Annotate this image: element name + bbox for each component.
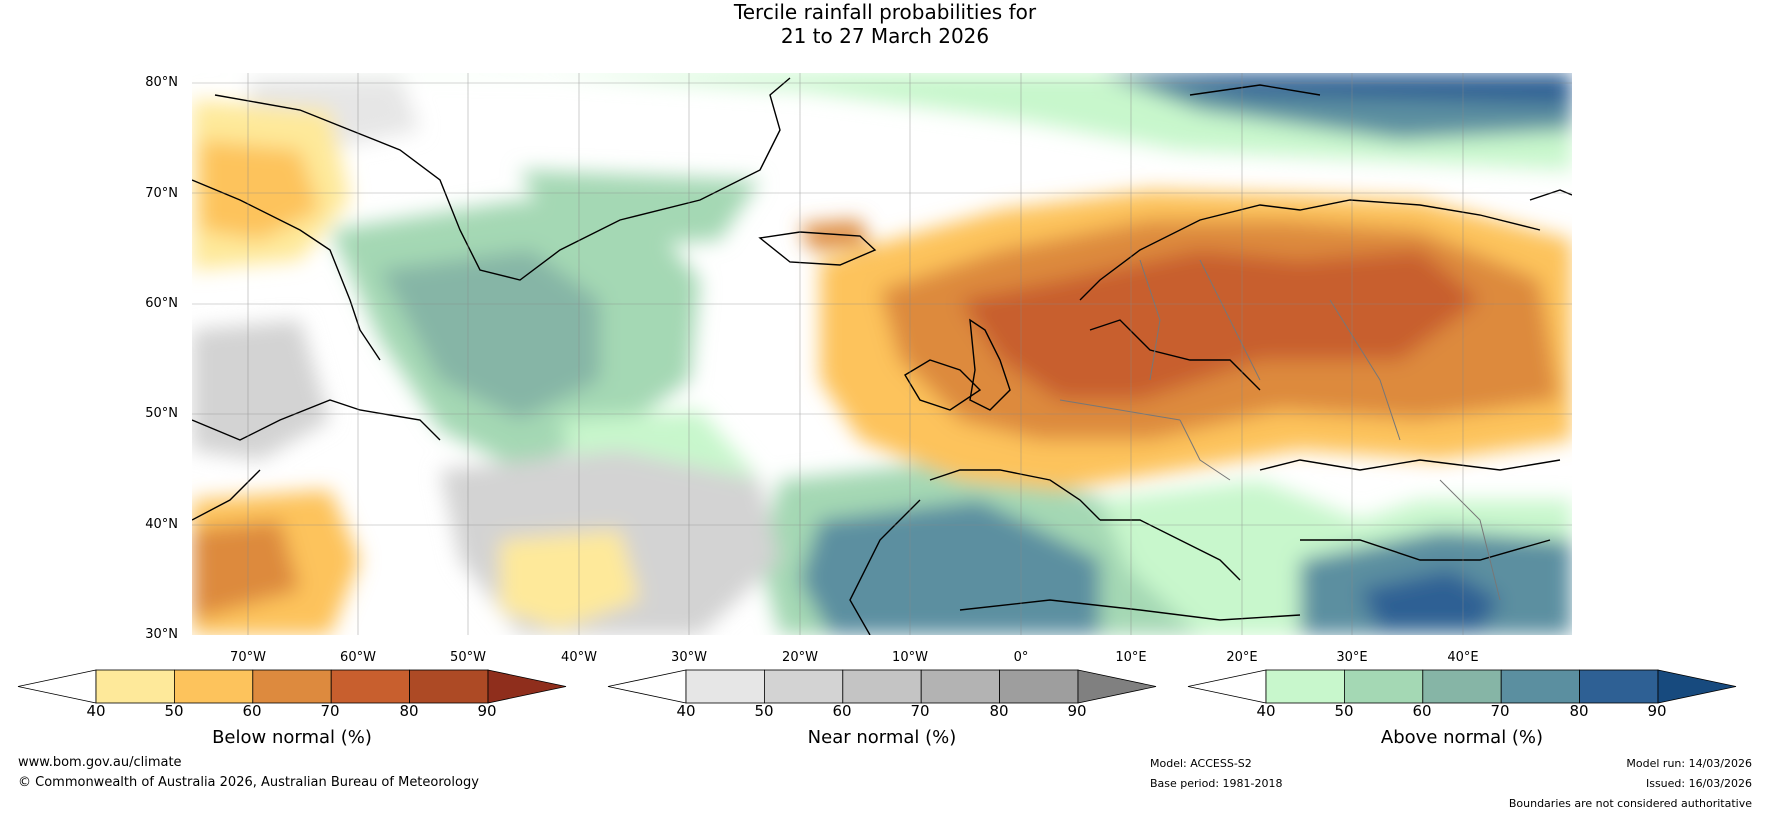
near-tick-40: 40 bbox=[676, 702, 696, 720]
near-region-west bbox=[192, 320, 330, 460]
below-normal-label: Below normal (%) bbox=[212, 727, 372, 748]
above-colorbar-segment bbox=[1579, 669, 1659, 704]
near-tick-70: 70 bbox=[910, 702, 930, 720]
above-colorbar-segment bbox=[1500, 669, 1580, 704]
lat-label-50n: 50°N bbox=[145, 406, 178, 421]
above-colorbar-segment bbox=[1422, 669, 1502, 704]
below-colorbar-segment bbox=[95, 669, 175, 704]
lat-label-60n: 60°N bbox=[145, 296, 178, 311]
issued-text: Issued: 16/03/2026 bbox=[1645, 777, 1752, 790]
below-colorbar-max-extend bbox=[487, 669, 567, 704]
lon-label-0: 0° bbox=[1013, 650, 1029, 665]
near-normal-label: Near normal (%) bbox=[807, 727, 957, 748]
model-text: Model: ACCESS-S2 bbox=[1150, 757, 1252, 770]
above-normal-label: Above normal (%) bbox=[1380, 727, 1544, 748]
near-tick-80: 80 bbox=[989, 702, 1009, 720]
near-colorbar-max-extend bbox=[1077, 669, 1157, 704]
colorbar-near-normal bbox=[607, 669, 1157, 704]
above-tick-70: 70 bbox=[1490, 702, 1510, 720]
below-colorbar-segment bbox=[252, 669, 332, 704]
colorbar-below-normal bbox=[17, 669, 567, 704]
above-tick-90: 90 bbox=[1647, 702, 1667, 720]
lon-label-10w: 10°W bbox=[892, 650, 928, 665]
base-period-text: Base period: 1981-2018 bbox=[1150, 777, 1283, 790]
below-colorbar-segment bbox=[409, 669, 489, 704]
colorbar-above-normal bbox=[1187, 669, 1737, 704]
lat-label-70n: 70°N bbox=[145, 186, 178, 201]
near-colorbar-min-extend bbox=[607, 669, 687, 704]
colorbars bbox=[17, 669, 1737, 704]
above-region-iberia-core bbox=[800, 500, 1100, 635]
below-region-atlantic-south bbox=[500, 530, 640, 630]
copyright-text: © Commonwealth of Australia 2026, Austra… bbox=[18, 775, 479, 790]
graticule bbox=[192, 73, 1572, 635]
lon-label-20e: 20°E bbox=[1226, 650, 1258, 665]
lat-label-30n: 30°N bbox=[145, 627, 178, 642]
lon-label-30w: 30°W bbox=[671, 650, 707, 665]
lon-label-20w: 20°W bbox=[782, 650, 818, 665]
near-tick-90: 90 bbox=[1067, 702, 1087, 720]
lon-label-40w: 40°W bbox=[561, 650, 597, 665]
lon-label-10e: 10°E bbox=[1115, 650, 1147, 665]
lon-label-30e: 30°E bbox=[1336, 650, 1368, 665]
website-link[interactable]: www.bom.gov.au/climate bbox=[18, 755, 182, 770]
below-region-southwest-core bbox=[192, 520, 300, 620]
lon-label-70w: 70°W bbox=[230, 650, 266, 665]
near-colorbar-segment bbox=[685, 669, 765, 704]
above-colorbar-segment bbox=[1344, 669, 1424, 704]
below-tick-60: 60 bbox=[242, 702, 262, 720]
title-line-1: Tercile rainfall probabilities for bbox=[733, 0, 1037, 24]
probability-field bbox=[192, 73, 1572, 635]
near-colorbar-segment bbox=[999, 669, 1079, 704]
above-tick-60: 60 bbox=[1412, 702, 1432, 720]
title-line-2: 21 to 27 March 2026 bbox=[780, 24, 990, 48]
disclaimer-text: Boundaries are not considered authoritat… bbox=[1508, 797, 1752, 810]
below-region-europe-core bbox=[960, 250, 1480, 400]
near-colorbar-segment bbox=[842, 669, 922, 704]
above-region-arctic-deep bbox=[1130, 73, 1572, 105]
country-borders bbox=[1059, 259, 1501, 601]
above-colorbar-min-extend bbox=[1187, 669, 1267, 704]
map-title: Tercile rainfall probabilities for 21 to… bbox=[0, 0, 1770, 48]
above-region-east-med-core bbox=[1360, 570, 1500, 630]
below-tick-40: 40 bbox=[86, 702, 106, 720]
below-region-greenland-core bbox=[200, 140, 320, 240]
above-tick-50: 50 bbox=[1334, 702, 1354, 720]
below-tick-80: 80 bbox=[399, 702, 419, 720]
lat-label-40n: 40°N bbox=[145, 517, 178, 532]
above-colorbar-segment bbox=[1265, 669, 1345, 704]
near-colorbar-segment bbox=[920, 669, 1001, 704]
near-tick-50: 50 bbox=[754, 702, 774, 720]
model-run-text: Model run: 14/03/2026 bbox=[1626, 757, 1752, 770]
below-tick-70: 70 bbox=[320, 702, 340, 720]
below-colorbar-segment bbox=[173, 669, 254, 704]
above-tick-40: 40 bbox=[1256, 702, 1276, 720]
lon-label-60w: 60°W bbox=[340, 650, 376, 665]
above-colorbar-max-extend bbox=[1657, 669, 1737, 704]
below-tick-50: 50 bbox=[164, 702, 184, 720]
above-tick-80: 80 bbox=[1569, 702, 1589, 720]
near-colorbar-segment bbox=[764, 669, 844, 704]
lon-label-50w: 50°W bbox=[450, 650, 486, 665]
coastlines bbox=[192, 77, 1572, 635]
above-region-labrador-core bbox=[380, 250, 600, 420]
above-region-iceland-sea bbox=[520, 170, 760, 250]
below-tick-90: 90 bbox=[477, 702, 497, 720]
lat-label-80n: 80°N bbox=[145, 75, 178, 90]
near-tick-60: 60 bbox=[832, 702, 852, 720]
lon-label-40e: 40°E bbox=[1447, 650, 1479, 665]
below-colorbar-segment bbox=[330, 669, 411, 704]
below-colorbar-min-extend bbox=[17, 669, 97, 704]
